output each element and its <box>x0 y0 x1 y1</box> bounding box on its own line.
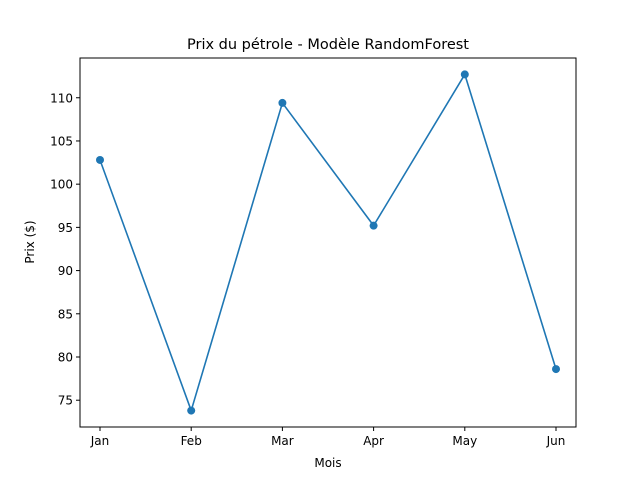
x-tick-label: Feb <box>181 434 202 448</box>
y-axis: 75 80 85 90 95 100 105 110 <box>50 91 80 408</box>
series-layer <box>96 70 560 415</box>
x-tick-label: Mar <box>271 434 294 448</box>
data-point <box>460 70 469 79</box>
x-tick-label: Jun <box>546 434 566 448</box>
data-point <box>552 365 560 374</box>
y-axis-label: Prix ($) <box>23 220 37 263</box>
y-tick-label: 100 <box>50 178 73 192</box>
y-tick-label: 95 <box>58 221 73 235</box>
y-tick-label: 90 <box>58 264 73 278</box>
x-tick-label: May <box>452 434 477 448</box>
data-point <box>96 155 104 164</box>
y-tick-label: 85 <box>58 307 73 321</box>
y-tick-label: 75 <box>58 394 73 408</box>
y-tick-label: 80 <box>58 351 73 365</box>
chart-title: Prix du pétrole - Modèle RandomForest <box>187 37 469 53</box>
x-tick-label: Apr <box>363 434 384 448</box>
series-line <box>99 73 557 412</box>
x-axis-label: Mois <box>314 456 341 470</box>
data-point <box>278 98 287 107</box>
data-point <box>369 221 378 230</box>
data-point <box>187 406 196 415</box>
x-axis: Jan Feb Mar Apr May Jun <box>90 427 566 448</box>
x-tick-label: Jan <box>90 434 110 448</box>
y-tick-label: 110 <box>50 91 73 105</box>
plot-frame <box>79 57 577 428</box>
y-tick-label: 105 <box>50 134 73 148</box>
